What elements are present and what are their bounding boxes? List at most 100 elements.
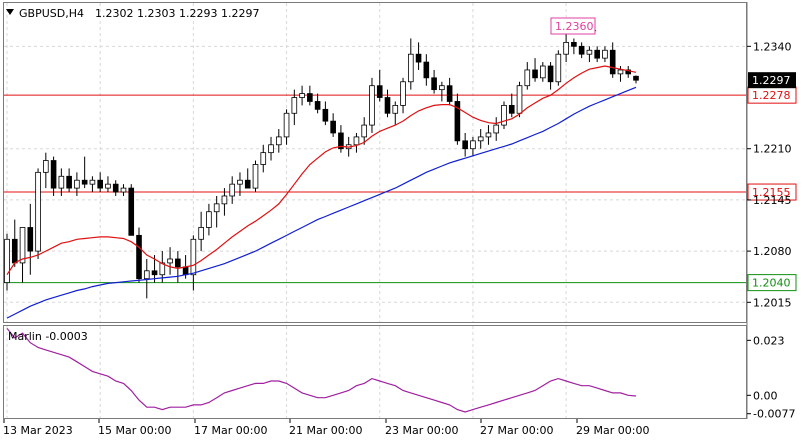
candle-body (547, 65, 554, 83)
candle-body (633, 75, 639, 81)
price-tick-label: 1.2015 (753, 296, 792, 309)
candle-body (602, 49, 608, 59)
candle-body (283, 112, 290, 138)
candle-body (143, 270, 150, 280)
price-levels: 1.2278 1.2155 1.2040 (4, 86, 797, 292)
candle (485, 125, 492, 145)
candle-body (198, 227, 204, 240)
candle-body (571, 41, 577, 47)
indicator-frame (3, 325, 747, 419)
candle-body (4, 238, 10, 284)
candle-body (400, 81, 406, 106)
candle-body (159, 262, 166, 276)
candle-body (89, 179, 96, 185)
candle (260, 144, 267, 173)
triangle-down-icon[interactable] (6, 9, 14, 15)
candle (35, 168, 41, 259)
candle (136, 227, 142, 283)
candle-body (120, 187, 127, 193)
candle-body (81, 179, 88, 185)
candle-body (66, 175, 72, 189)
candle-body (43, 160, 49, 173)
candle (563, 30, 569, 63)
candle (431, 69, 437, 94)
candle (400, 77, 406, 114)
candle (291, 89, 298, 126)
candle-body (563, 41, 569, 55)
candle-body (493, 124, 500, 134)
current-price-label: 1.2297 (752, 74, 791, 87)
candle-body (594, 49, 600, 59)
candle (252, 160, 259, 193)
candle (578, 42, 585, 59)
candle (128, 184, 135, 236)
candle-body (532, 69, 538, 79)
candle (470, 136, 476, 157)
high-callout-box (550, 17, 596, 35)
candle (221, 188, 228, 216)
candle-body (299, 93, 305, 98)
candle (338, 125, 344, 153)
candle-body (221, 195, 228, 205)
price-level-label: 1.2278 (752, 89, 791, 102)
ma-fast-line (6, 65, 637, 276)
candle (609, 42, 616, 78)
candle-body (260, 152, 267, 165)
candle-body (105, 183, 111, 189)
candle-body (167, 258, 173, 264)
candle-body (97, 179, 103, 189)
candle-body (314, 101, 321, 110)
candle (50, 156, 57, 196)
osc-tick-label: -0.0077 (753, 408, 795, 421)
candle (105, 176, 111, 193)
candle (508, 93, 515, 118)
candle (462, 132, 468, 157)
candle (625, 66, 632, 78)
candle (633, 75, 639, 84)
candle (407, 38, 414, 90)
candle-body (578, 45, 585, 55)
candle-body (384, 97, 391, 114)
candle (143, 258, 150, 299)
candle (376, 69, 383, 102)
candle (206, 203, 212, 236)
candle-body (35, 171, 41, 252)
candle-body (27, 227, 34, 252)
candle (74, 172, 80, 196)
main-chart-frame (3, 2, 747, 323)
candle-body (74, 179, 80, 189)
candle (43, 152, 49, 189)
candle-body (439, 85, 445, 91)
ohlc-values: 1.2302 1.2303 1.2293 1.2297 (95, 7, 259, 20)
candle (307, 85, 313, 106)
time-tick-label: 27 Mar 00:00 (480, 424, 553, 437)
candle (268, 136, 274, 161)
price-tick-label: 1.2080 (753, 245, 792, 258)
candle-body (617, 69, 624, 75)
price-tick-label: 1.2145 (753, 194, 792, 207)
candle-body (19, 227, 26, 264)
candle (353, 132, 360, 153)
candle-body (268, 144, 274, 154)
candle-body (407, 53, 414, 83)
candle-body (275, 136, 282, 146)
candle (4, 233, 10, 291)
candle (369, 77, 375, 133)
candle (516, 81, 523, 118)
candle-body (291, 97, 298, 114)
candle-body (58, 175, 65, 189)
candle (571, 38, 577, 55)
candle (120, 184, 127, 196)
candle-body (392, 104, 399, 114)
candle (81, 156, 88, 189)
candle (237, 172, 243, 196)
candle-body (213, 203, 220, 213)
candle-body (244, 179, 251, 189)
candle-body (462, 140, 468, 150)
candle-body (353, 136, 360, 146)
time-tick-label: 13 Mar 2023 (3, 424, 73, 437)
candle-body (175, 258, 181, 268)
candle (446, 77, 453, 106)
candle (602, 46, 608, 63)
